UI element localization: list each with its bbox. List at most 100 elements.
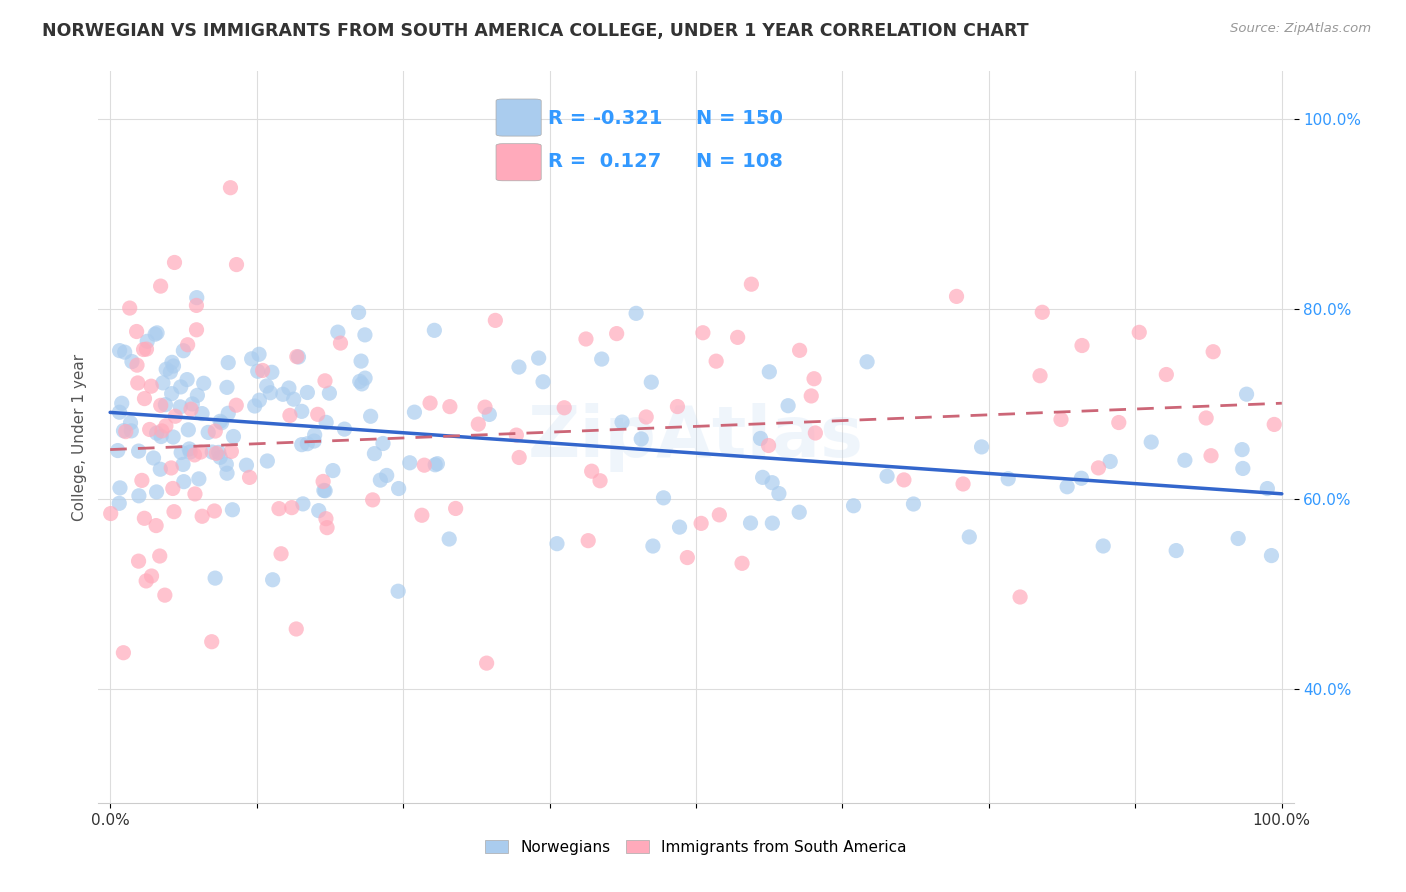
Point <box>1070 471 1092 485</box>
Point <box>162 359 184 373</box>
Point <box>361 492 384 507</box>
Point <box>1140 435 1163 450</box>
Point <box>256 454 278 468</box>
Point <box>179 442 201 456</box>
Point <box>484 313 506 327</box>
Point <box>553 401 575 415</box>
Point <box>297 436 319 450</box>
Point <box>121 354 143 368</box>
Point <box>209 450 232 465</box>
Point <box>704 354 727 368</box>
Point <box>281 500 304 515</box>
Point <box>221 502 243 516</box>
Point <box>546 537 568 551</box>
Point <box>247 347 270 361</box>
Point <box>190 445 212 459</box>
Point <box>277 381 299 395</box>
Point <box>184 487 207 501</box>
Point <box>304 428 326 442</box>
Point <box>201 445 224 459</box>
Point <box>176 337 198 351</box>
Point <box>209 414 232 428</box>
Y-axis label: College, Under 1 year: College, Under 1 year <box>72 353 87 521</box>
Point <box>666 400 689 414</box>
Point <box>134 511 156 525</box>
Point <box>150 429 173 443</box>
Point <box>531 375 554 389</box>
Point <box>749 432 772 446</box>
Point <box>398 456 420 470</box>
Point <box>186 291 208 305</box>
Point <box>150 424 173 438</box>
Point <box>215 457 238 471</box>
Point <box>581 464 603 478</box>
Point <box>856 355 879 369</box>
Point <box>141 379 163 393</box>
Point <box>690 516 713 531</box>
Point <box>1071 338 1094 352</box>
Point <box>360 409 382 424</box>
Point <box>692 326 714 340</box>
Point <box>205 446 228 460</box>
Point <box>1128 326 1150 340</box>
Point <box>108 343 131 358</box>
Point <box>291 404 314 418</box>
Point <box>247 393 270 408</box>
Point <box>478 408 501 422</box>
Point <box>112 646 135 660</box>
Point <box>426 457 449 471</box>
Point <box>652 491 675 505</box>
Point <box>145 485 167 500</box>
Point <box>155 398 177 412</box>
Point <box>197 425 219 440</box>
Point <box>149 279 172 293</box>
Point <box>215 380 238 394</box>
Point <box>256 379 278 393</box>
Point <box>508 359 530 374</box>
Point <box>127 376 149 390</box>
Point <box>589 474 612 488</box>
Point <box>278 409 301 423</box>
Point <box>318 386 340 401</box>
Point <box>758 365 780 379</box>
Point <box>179 445 201 459</box>
Point <box>1056 480 1078 494</box>
Point <box>876 469 898 483</box>
Point <box>329 336 352 351</box>
Point <box>437 532 460 546</box>
Point <box>575 332 598 346</box>
Point <box>204 424 226 438</box>
Point <box>160 355 183 369</box>
Point <box>1092 539 1115 553</box>
Point <box>803 372 825 386</box>
Point <box>270 547 292 561</box>
Point <box>388 482 411 496</box>
Point <box>183 448 205 462</box>
Point <box>125 358 148 372</box>
Point <box>423 323 446 337</box>
Point <box>217 356 239 370</box>
Point <box>314 374 336 388</box>
Point <box>903 497 925 511</box>
Point <box>136 334 159 349</box>
Point <box>262 573 284 587</box>
Point <box>211 416 233 430</box>
Point <box>186 298 208 312</box>
Point <box>1029 368 1052 383</box>
Point <box>591 352 613 367</box>
Point <box>314 483 336 498</box>
Point <box>347 305 370 319</box>
Point <box>149 398 172 412</box>
Point <box>630 432 652 446</box>
Point <box>283 392 305 407</box>
Point <box>120 416 142 430</box>
Point <box>114 345 136 359</box>
Point <box>350 354 373 368</box>
Point <box>181 397 204 411</box>
Point <box>201 634 224 648</box>
Point <box>676 550 699 565</box>
Point <box>111 396 134 410</box>
Point <box>143 327 166 342</box>
Point <box>1227 532 1250 546</box>
Point <box>108 496 131 510</box>
